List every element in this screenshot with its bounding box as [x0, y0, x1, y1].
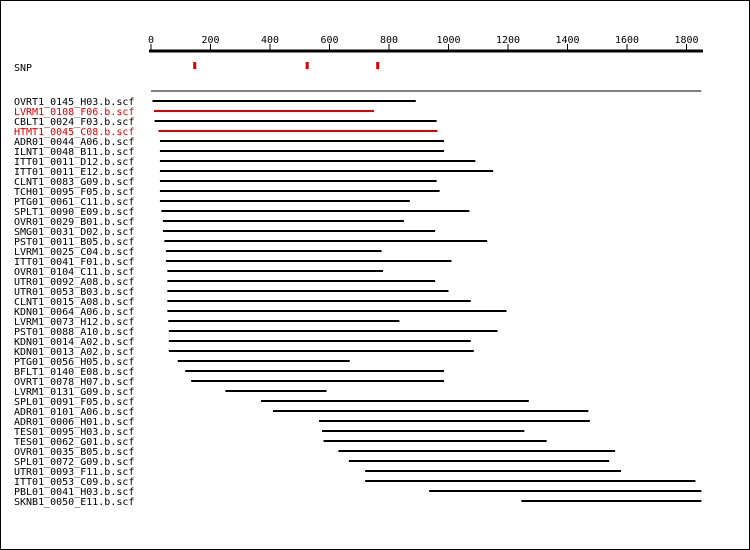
snp-markers — [193, 62, 380, 69]
read-label: BFLT1_0140_E08.b.scf — [14, 367, 134, 378]
snp-marker — [376, 62, 380, 69]
tick-label: 0 — [148, 35, 154, 46]
read-label: TES01_0095_H03.b.scf — [14, 427, 134, 438]
tick-label: 1200 — [496, 35, 520, 46]
read-label: SPLT1_0090_E09.b.scf — [14, 207, 134, 218]
read-label: OVRT1_0078_H07.b.scf — [14, 377, 134, 388]
read-label: UTR01_0093_F11.b.scf — [14, 467, 134, 478]
snp-marker — [193, 62, 197, 69]
read-label: LVRM1_0131_G09.b.scf — [14, 387, 134, 398]
tick-label: 800 — [380, 35, 398, 46]
read-label: ITT01_0053_C09.b.scf — [14, 477, 134, 488]
tick-label: 1800 — [674, 35, 698, 46]
read-label: UTR01_0092_A08.b.scf — [14, 277, 134, 288]
tick-label: 1600 — [615, 35, 639, 46]
tick-label: 1400 — [555, 35, 579, 46]
read-label: OVRT1_0145_H03.b.scf — [14, 97, 134, 108]
read-label: TES01_0062_G01.b.scf — [14, 437, 134, 448]
read-label: LVRM1_0108_F06.b.scf — [14, 107, 134, 118]
read-label: CLNT1_0083_G09.b.scf — [14, 177, 134, 188]
read-label: TCH01_0095_F05.b.scf — [14, 187, 134, 198]
read-label: HTMT1_0045_C08.b.scf — [14, 127, 134, 138]
read-label: SPL01_0072_G09.b.scf — [14, 457, 134, 468]
tick-label: 1000 — [436, 35, 460, 46]
read-label: KDN01_0064_A06.b.scf — [14, 307, 134, 318]
read-label: KDN01_0013_A02.b.scf — [14, 347, 134, 358]
read-label: KDN01_0014_A02.b.scf — [14, 337, 134, 348]
read-label: UTR01_0053_B03.b.scf — [14, 287, 134, 298]
read-label: LVRM1_0073_H12.b.scf — [14, 317, 134, 328]
tick-label: 600 — [320, 35, 338, 46]
axis-ticks: 0 200 400 600 800 1000 1200 1400 1600 1800 — [148, 35, 699, 51]
read-label: ITT01_0011_D12.b.scf — [14, 157, 134, 168]
read-label: PBL01_0041_H03.b.scf — [14, 487, 134, 498]
read-label: SKNB1_0050_E11.b.scf — [14, 497, 134, 508]
read-label: SMG01_0031_D02.b.scf — [14, 227, 134, 238]
read-label: LVRM1_0025_C04.b.scf — [14, 247, 134, 258]
read-label: CBLT1_0024_F03.b.scf — [14, 117, 134, 128]
read-label: SPL01_0091_F05.b.scf — [14, 397, 134, 408]
tick-label: 200 — [201, 35, 219, 46]
snp-label: SNP — [14, 63, 32, 74]
read-label: PTG01_0061_C11.b.scf — [14, 197, 134, 208]
read-label: ADR01_0044_A06.b.scf — [14, 137, 134, 148]
read-label: OVR01_0035_B05.b.scf — [14, 447, 134, 458]
read-label: ITT01_0011_E12.b.scf — [14, 167, 134, 178]
snp-marker — [305, 62, 309, 69]
tick-label: 400 — [261, 35, 279, 46]
read-label: CLNT1_0015_A08.b.scf — [14, 297, 134, 308]
read-label: ITT01_0041_F01.b.scf — [14, 257, 134, 268]
read-label: ILNT1_0048_B11.b.scf — [14, 147, 134, 158]
read-label: ADR01_0006_H01.b.scf — [14, 417, 134, 428]
read-label: PTG01_0056_H05.b.scf — [14, 357, 134, 368]
read-label: PST01_0011_B05.b.scf — [14, 237, 134, 248]
read-label: OVR01_0104_C11.b.scf — [14, 267, 134, 278]
read-label: OVR01_0029_B01.b.scf — [14, 217, 134, 228]
read-rows: OVRT1_0145_H03.b.scfLVRM1_0108_F06.b.scf… — [14, 97, 702, 508]
read-label: PST01_0088_A10.b.scf — [14, 327, 134, 338]
read-label: ADR01_0101_A06.b.scf — [14, 407, 134, 418]
